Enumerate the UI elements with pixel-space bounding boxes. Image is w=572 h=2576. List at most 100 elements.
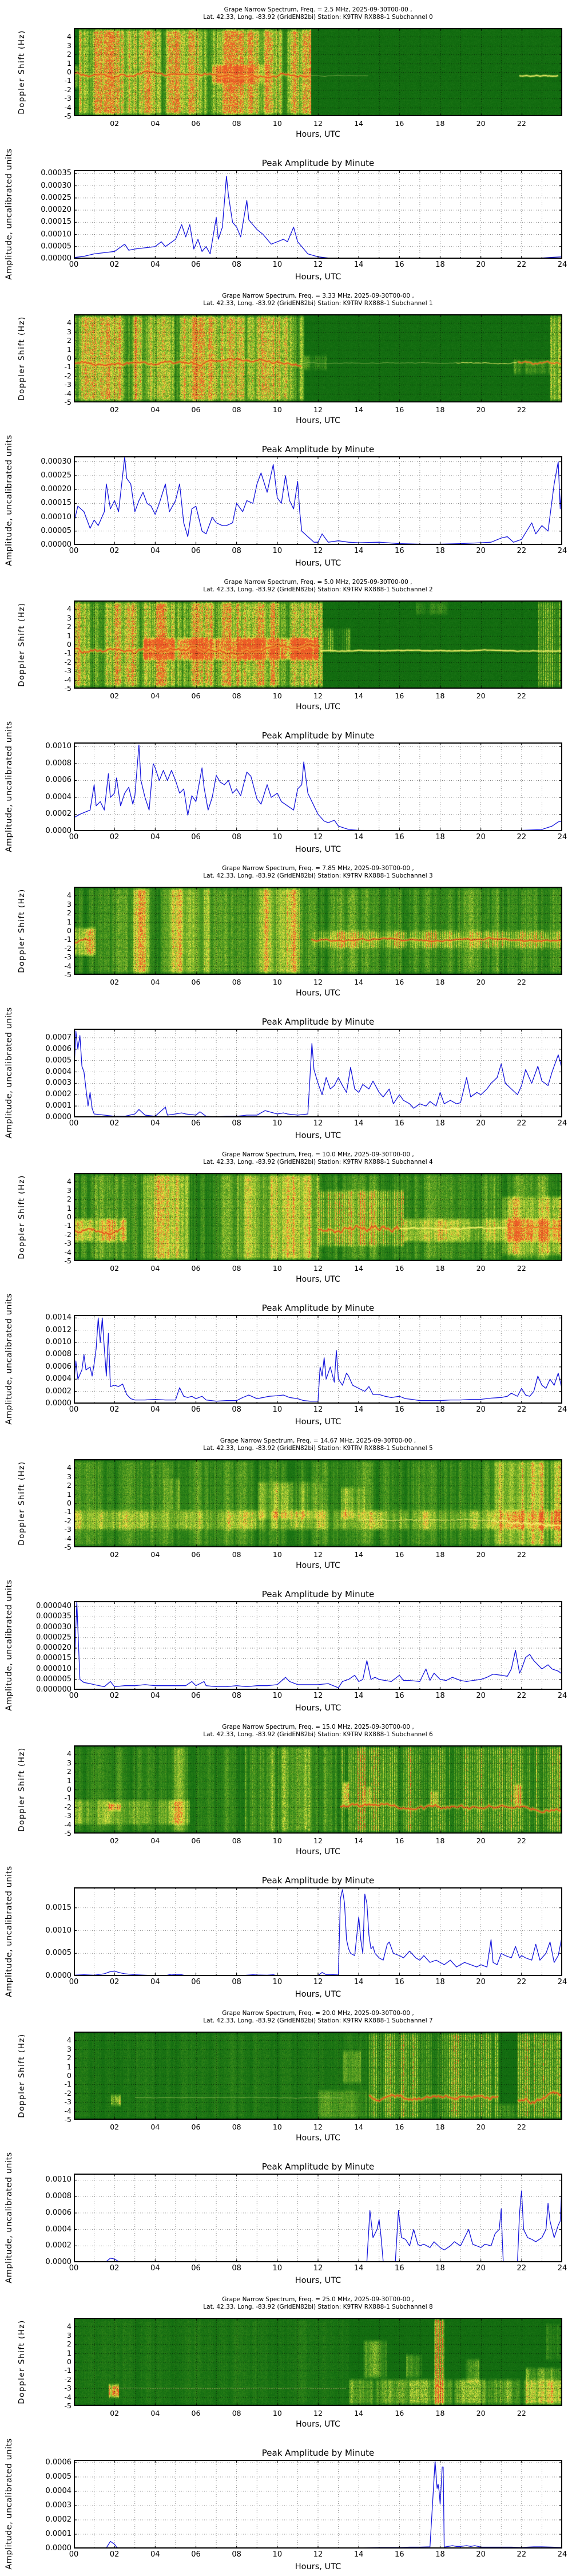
hours-axis-label: Hours, UTC xyxy=(296,130,340,139)
y-tick-label: -1 xyxy=(64,2080,72,2089)
x-tick-label: 10 xyxy=(272,119,282,128)
y-tick-label: 0.000030 xyxy=(35,1622,72,1631)
y-tick-label: 0.0006 xyxy=(45,2208,72,2217)
x-tick-label: 14 xyxy=(353,1119,364,1128)
hours-axis-label: Hours, UTC xyxy=(296,416,340,425)
x-tick-label: 14 xyxy=(354,1264,364,1273)
x-tick-label: 12 xyxy=(313,692,323,700)
y-tick-label: 1 xyxy=(67,1776,72,1785)
amplitude-title: Peak Amplitude by Minute xyxy=(261,2162,375,2172)
x-tick-label: 02 xyxy=(110,2409,120,2417)
spectrogram-heatmap xyxy=(74,1173,562,1261)
y-tick-label: -5 xyxy=(64,2401,72,2410)
y-tick-label: 0.0005 xyxy=(45,1949,72,1958)
spectrogram-title-line2: Lat. 42.33, Long. -83.92 (GridEN82bi) St… xyxy=(203,300,433,307)
x-tick-label: 02 xyxy=(110,978,120,986)
x-tick-label: 20 xyxy=(476,1692,486,1700)
y-tick-label: 0 xyxy=(67,2357,72,2366)
x-tick-label: 22 xyxy=(517,547,527,555)
x-tick-label: 18 xyxy=(435,1836,445,1845)
spectrogram-plot-area xyxy=(74,28,562,116)
y-tick-label: 0.0014 xyxy=(45,1313,72,1322)
x-tick-label: 04 xyxy=(150,1550,160,1559)
x-tick-label: 22 xyxy=(517,1978,527,1986)
x-tick-label: 10 xyxy=(272,1978,283,1986)
x-tick-label: 12 xyxy=(313,1405,323,1414)
y-tick-label: 3 xyxy=(67,2330,72,2340)
y-tick-label: 3 xyxy=(67,41,72,50)
amplitude-title: Peak Amplitude by Minute xyxy=(261,1303,375,1313)
x-tick-label: 20 xyxy=(476,405,486,414)
spectrogram-title-line1: Grape Narrow Spectrum, Freq. = 10.0 MHz,… xyxy=(222,1151,414,1158)
x-tick-label: 06 xyxy=(191,2409,201,2417)
amplitude-line-chart xyxy=(74,1029,562,1117)
x-tick-label: 16 xyxy=(395,1550,404,1559)
x-tick-label: 22 xyxy=(517,2264,527,2273)
y-tick-label: -2 xyxy=(64,943,72,953)
y-tick-label: 0.000020 xyxy=(35,1643,72,1653)
x-tick-label: 14 xyxy=(354,1550,364,1559)
y-tick-label: 0.0010 xyxy=(45,1338,72,1347)
spectrogram-title-line2: Lat. 42.33, Long. -83.92 (GridEN82bi) St… xyxy=(203,586,433,593)
x-tick-label: 10 xyxy=(272,1550,282,1559)
x-tick-label: 18 xyxy=(435,1405,445,1414)
y-tick-label: -1 xyxy=(64,1507,72,1516)
x-tick-label: 08 xyxy=(232,2550,241,2559)
amplitude-title: Peak Amplitude by Minute xyxy=(261,730,375,741)
spectrogram-panel-sub1: Grape Narrow Spectrum, Freq. = 3.33 MHz,… xyxy=(0,286,572,429)
x-tick-label: 04 xyxy=(150,692,160,700)
amplitude-line-chart xyxy=(74,1315,562,1404)
y-tick-label: 2 xyxy=(67,50,72,59)
y-tick-label: 0.0000 xyxy=(45,1113,72,1121)
y-tick-label: -1 xyxy=(64,76,72,85)
amplitude-line-chart xyxy=(74,1887,562,1976)
x-tick-label: 08 xyxy=(232,1264,241,1273)
y-tick-label: -4 xyxy=(64,2106,72,2115)
x-tick-label: 10 xyxy=(272,978,282,986)
x-tick-label: 22 xyxy=(517,260,527,269)
x-tick-label: 14 xyxy=(354,2409,364,2417)
x-tick-label: 16 xyxy=(395,1978,404,1986)
y-tick-label: 0.00005 xyxy=(41,526,72,535)
x-tick-label: 16 xyxy=(395,547,404,555)
y-tick-label: 0 xyxy=(67,2071,72,2080)
amplitude-plot-area xyxy=(74,1029,562,1117)
spectrogram-title-line1: Grape Narrow Spectrum, Freq. = 20.0 MHz,… xyxy=(222,2010,414,2017)
x-tick-label: 02 xyxy=(109,547,120,555)
x-tick-label: 04 xyxy=(150,1836,160,1845)
x-tick-label: 16 xyxy=(395,260,404,269)
y-tick-label: -3 xyxy=(64,1525,72,1534)
spectrogram-title-line1: Grape Narrow Spectrum, Freq. = 14.67 MHz… xyxy=(220,1437,416,1444)
x-tick-label: 04 xyxy=(150,2123,160,2131)
x-tick-label: 10 xyxy=(272,1405,283,1414)
spectrogram-title: Grape Narrow Spectrum, Freq. = 3.33 MHz,… xyxy=(74,293,562,307)
x-tick-label: 16 xyxy=(395,2123,404,2131)
x-tick-label: 02 xyxy=(110,1264,120,1273)
x-tick-label: 10 xyxy=(272,1119,283,1128)
spectrogram-title-line2: Lat. 42.33, Long. -83.92 (GridEN82bi) St… xyxy=(203,1445,433,1452)
x-tick-label: 22 xyxy=(517,692,526,700)
y-tick-label: -5 xyxy=(64,970,72,979)
amplitude-panel-sub3: Peak Amplitude by Minute Amplitude, unca… xyxy=(0,1002,572,1145)
x-tick-label: 14 xyxy=(354,2123,364,2131)
y-tick-label: 1 xyxy=(67,917,72,926)
x-tick-label: 04 xyxy=(150,1119,160,1128)
x-tick-label: 02 xyxy=(110,1836,120,1845)
x-tick-label: 04 xyxy=(150,1264,160,1273)
spectrogram-title-line1: Grape Narrow Spectrum, Freq. = 7.85 MHz,… xyxy=(222,865,414,872)
x-tick-label: 04 xyxy=(150,547,160,555)
x-tick-label: 06 xyxy=(191,119,201,128)
y-tick-label: 0.0004 xyxy=(45,792,72,801)
y-tick-label: -1 xyxy=(64,1793,72,1803)
y-tick-label: -2 xyxy=(64,1802,72,1811)
y-tick-label: -3 xyxy=(64,666,72,675)
spectrogram-heatmap xyxy=(74,1459,562,1547)
amplitude-title: Peak Amplitude by Minute xyxy=(261,444,375,455)
x-tick-label: 20 xyxy=(476,833,486,841)
y-tick-label: 0.0012 xyxy=(45,1325,72,1334)
y-tick-label: 0.000010 xyxy=(35,1664,72,1673)
y-tick-label: 4 xyxy=(67,1749,72,1759)
x-tick-label: 08 xyxy=(232,1550,241,1559)
hours-axis-label: Hours, UTC xyxy=(295,2562,341,2571)
y-tick-label: 0.00025 xyxy=(41,471,72,480)
